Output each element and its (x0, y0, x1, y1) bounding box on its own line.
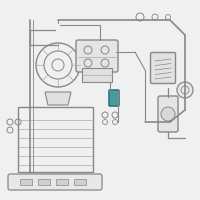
FancyBboxPatch shape (8, 174, 102, 190)
Bar (18, 107, 93, 172)
Bar (82, 68, 112, 82)
Bar (20, 179, 32, 185)
FancyBboxPatch shape (76, 40, 118, 72)
Bar (74, 179, 86, 185)
FancyBboxPatch shape (158, 96, 178, 132)
Bar (56, 179, 68, 185)
FancyBboxPatch shape (151, 52, 176, 84)
Circle shape (177, 82, 193, 98)
Bar (38, 179, 50, 185)
Polygon shape (45, 92, 71, 105)
Circle shape (161, 107, 175, 121)
FancyBboxPatch shape (109, 90, 119, 106)
